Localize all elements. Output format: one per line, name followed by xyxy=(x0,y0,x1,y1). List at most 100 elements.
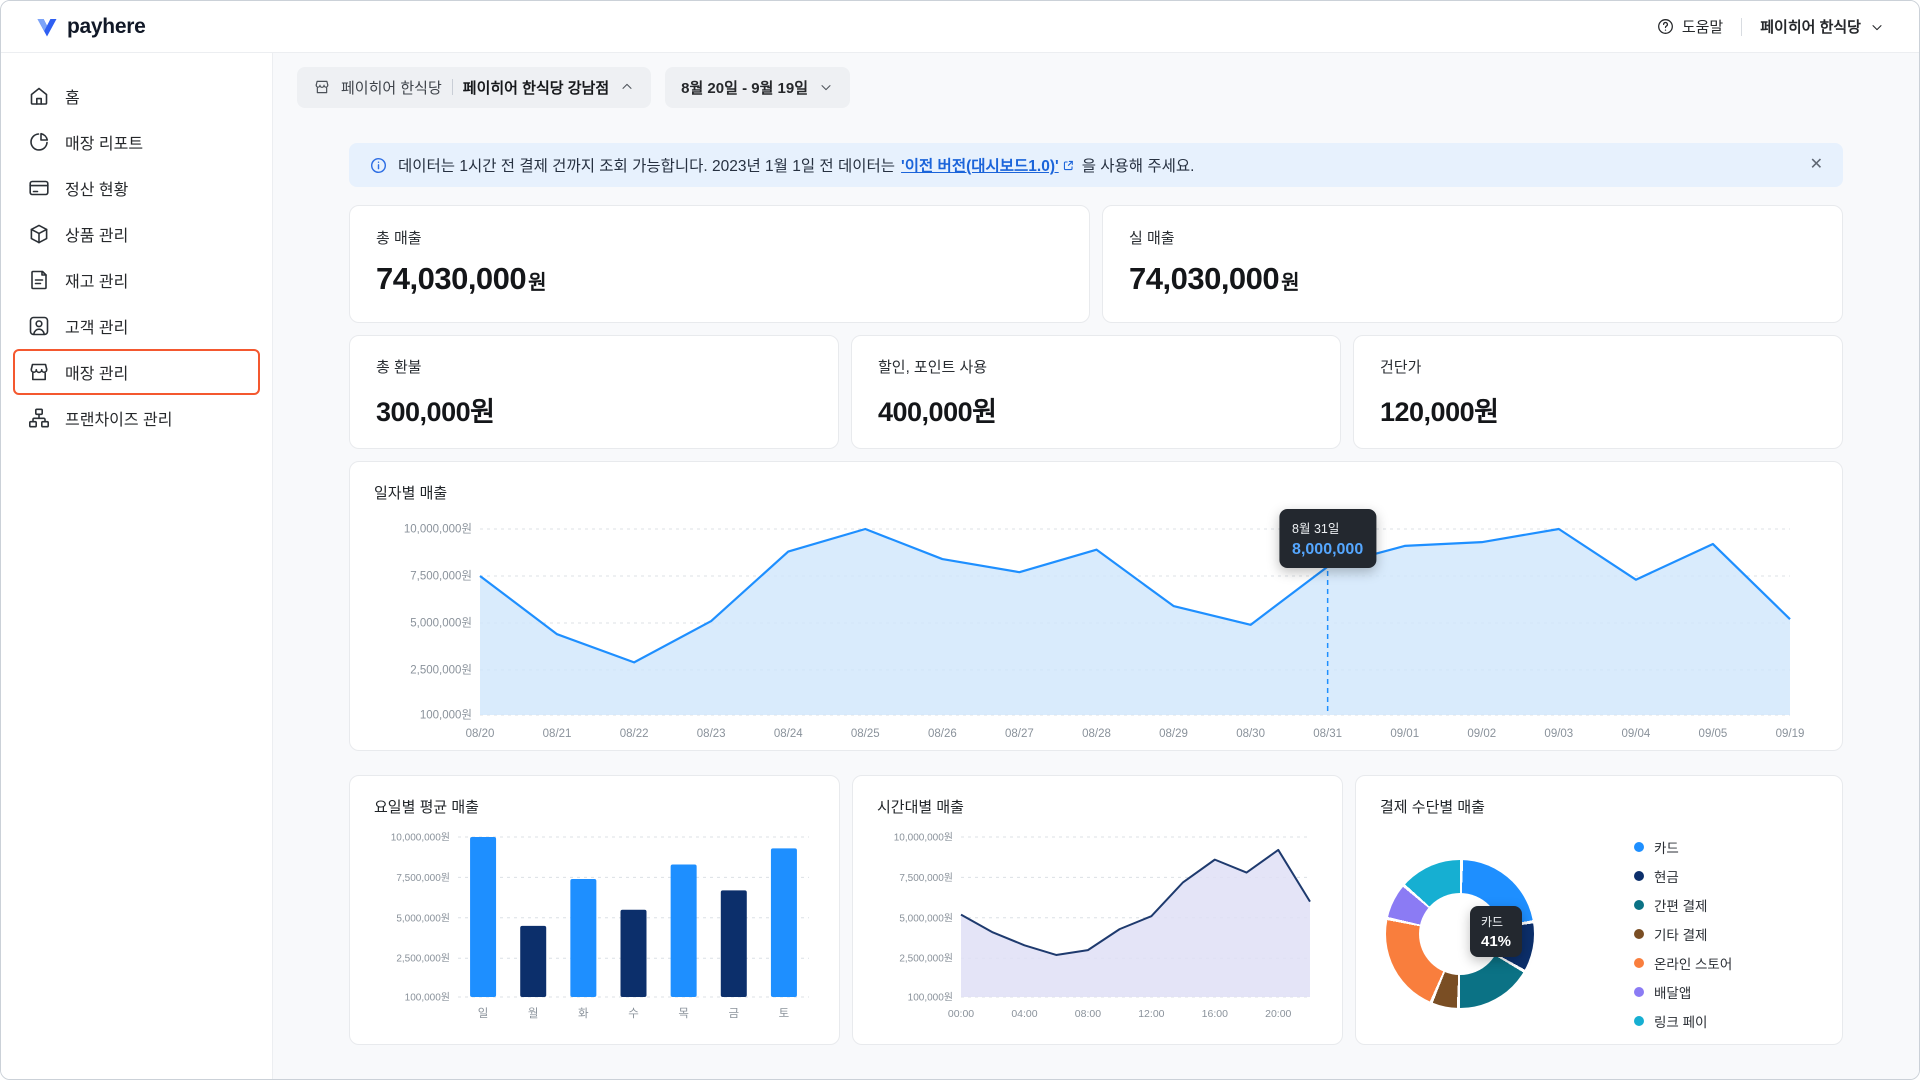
stat-label: 총 환불 xyxy=(376,356,812,377)
payment-method-title: 결제 수단별 매출 xyxy=(1380,796,1818,817)
svg-text:08/28: 08/28 xyxy=(1082,728,1111,740)
date-range-selector[interactable]: 8월 20일 - 9월 19일 xyxy=(665,67,850,108)
svg-text:00:00: 00:00 xyxy=(948,1008,974,1020)
payment-method-card: 결제 수단별 매출 카드 41% 카드현금간편 결제기타 결제온라인 스토어배 xyxy=(1355,775,1843,1045)
help-button[interactable]: 도움말 xyxy=(1656,16,1723,37)
legend-item: 온라인 스토어 xyxy=(1634,953,1732,973)
sidebar-item-inventory-management[interactable]: 재고 관리 xyxy=(13,257,260,303)
sidebar-item-label: 고객 관리 xyxy=(65,314,128,338)
stat-value: 74,030,000원 xyxy=(1129,261,1816,297)
svg-text:7,500,000원: 7,500,000원 xyxy=(396,872,450,884)
chevron-down-icon xyxy=(818,79,834,95)
help-label: 도움말 xyxy=(1682,16,1723,37)
legend-item: 링크 페이 xyxy=(1634,1011,1732,1031)
sidebar-item-home[interactable]: 홈 xyxy=(13,73,260,119)
dashboard-content: 데이터는 1시간 전 결제 건까지 조회 가능합니다. 2023년 1월 1일 … xyxy=(349,143,1843,1045)
legend-item: 배달앱 xyxy=(1634,982,1732,1002)
home-icon xyxy=(27,84,51,108)
legend-label: 카드 xyxy=(1654,837,1679,857)
header-divider xyxy=(1741,18,1742,36)
svg-text:08:00: 08:00 xyxy=(1075,1008,1101,1020)
document-icon xyxy=(27,268,51,292)
app-header: payhere 도움말 페이히어 한식당 xyxy=(1,1,1919,53)
sidebar-item-label: 매장 리포트 xyxy=(65,130,143,154)
legend-label: 온라인 스토어 xyxy=(1654,953,1732,973)
stat-card-avg-ticket: 건단가 120,000원 xyxy=(1353,335,1843,449)
sidebar-item-label: 정산 현황 xyxy=(65,176,128,200)
svg-text:2,500,000원: 2,500,000원 xyxy=(899,953,953,965)
svg-text:20:00: 20:00 xyxy=(1265,1008,1291,1020)
svg-text:5,000,000원: 5,000,000원 xyxy=(899,912,953,924)
payment-donut-chart[interactable]: 카드 41% xyxy=(1386,860,1534,1008)
sidebar-item-settlement[interactable]: 정산 현황 xyxy=(13,165,260,211)
legend-label: 기타 결제 xyxy=(1654,924,1707,944)
svg-text:12:00: 12:00 xyxy=(1138,1008,1164,1020)
sidebar: 홈 매장 리포트 정산 현황 상품 관리 xyxy=(1,53,273,1079)
legend-label: 간편 결제 xyxy=(1654,895,1707,915)
stat-value: 400,000원 xyxy=(878,390,1314,429)
svg-text:2,500,000원: 2,500,000원 xyxy=(410,662,472,676)
account-menu[interactable]: 페이히어 한식당 xyxy=(1760,16,1885,37)
store-selector[interactable]: 페이히어 한식당 페이히어 한식당 강남점 xyxy=(297,67,651,108)
daily-sales-plot: 100,000원2,500,000원5,000,000원7,500,000원10… xyxy=(374,513,1818,745)
legend-label: 링크 페이 xyxy=(1654,1011,1707,1031)
legend-item: 간편 결제 xyxy=(1634,895,1732,915)
svg-text:5,000,000원: 5,000,000원 xyxy=(410,615,472,629)
sidebar-item-store-report[interactable]: 매장 리포트 xyxy=(13,119,260,165)
weekday-sales-chart[interactable]: 100,000원2,500,000원5,000,000원7,500,000원10… xyxy=(374,825,815,1025)
svg-text:08/23: 08/23 xyxy=(697,728,726,740)
legend-dot xyxy=(1634,929,1644,939)
svg-text:09/19: 09/19 xyxy=(1776,728,1805,740)
storefront-icon xyxy=(27,360,51,384)
svg-text:10,000,000원: 10,000,000원 xyxy=(404,522,472,536)
pie-chart-icon xyxy=(27,130,51,154)
weekday-sales-title: 요일별 평균 매출 xyxy=(374,796,815,817)
hourly-sales-card: 시간대별 매출 100,000원 2,500,000원 5,000,000원 7,50… xyxy=(852,775,1343,1045)
svg-text:08/25: 08/25 xyxy=(851,728,880,740)
chart-tooltip: 8월 31일 8,000,000 xyxy=(1279,509,1376,568)
svg-text:화: 화 xyxy=(578,1007,589,1020)
stat-label: 실 매출 xyxy=(1129,227,1816,248)
svg-text:04:00: 04:00 xyxy=(1011,1008,1037,1020)
app-window: payhere 도움말 페이히어 한식당 xyxy=(0,0,1920,1080)
card-icon xyxy=(27,176,51,200)
svg-text:7,500,000원: 7,500,000원 xyxy=(899,872,953,884)
sidebar-item-franchise-management[interactable]: 프랜차이즈 관리 xyxy=(13,395,260,441)
banner-text-after: 을 사용해 주세요. xyxy=(1082,154,1195,176)
hourly-sales-title: 시간대별 매출 xyxy=(877,796,1318,817)
stat-label: 건단가 xyxy=(1380,356,1816,377)
banner-close-button[interactable]: ✕ xyxy=(1810,157,1823,173)
store-branch-label: 페이히어 한식당 강남점 xyxy=(463,77,609,98)
svg-text:10,000,000원: 10,000,000원 xyxy=(894,832,953,844)
sidebar-item-customer-management[interactable]: 고객 관리 xyxy=(13,303,260,349)
stat-value: 300,000원 xyxy=(376,390,812,429)
sidebar-item-label: 홈 xyxy=(65,84,80,108)
legend-item: 카드 xyxy=(1634,837,1732,857)
logo-text: payhere xyxy=(67,15,145,39)
svg-text:08/31: 08/31 xyxy=(1313,728,1342,740)
payhere-logo[interactable]: payhere xyxy=(35,15,145,39)
legacy-dashboard-link[interactable]: '이전 버전(대시보드1.0)' xyxy=(901,154,1075,176)
sidebar-item-product-management[interactable]: 상품 관리 xyxy=(13,211,260,257)
daily-sales-card: 일자별 매출 100,000원2,500,000원5,000,000원7,500… xyxy=(349,461,1843,751)
sidebar-item-label: 매장 관리 xyxy=(65,360,128,384)
daily-sales-title: 일자별 매출 xyxy=(374,482,1818,503)
weekday-sales-card: 요일별 평균 매출 100,000원2,500,000원5,000,000원7,… xyxy=(349,775,840,1045)
legend-dot xyxy=(1634,842,1644,852)
chevron-up-icon xyxy=(619,79,635,95)
main-toolbar: 페이히어 한식당 페이히어 한식당 강남점 8월 20일 - 9월 19일 xyxy=(273,53,1919,117)
daily-sales-chart[interactable]: 100,000원2,500,000원5,000,000원7,500,000원10… xyxy=(374,513,1818,750)
stat-card-total-refunds: 총 환불 300,000원 xyxy=(349,335,839,449)
donut-tooltip: 카드 41% xyxy=(1470,906,1522,957)
org-chart-icon xyxy=(27,406,51,430)
hourly-sales-chart[interactable]: 100,000원 2,500,000원 5,000,000원 7,500,000원 10… xyxy=(877,825,1318,1025)
svg-text:08/21: 08/21 xyxy=(543,728,572,740)
svg-text:100,000원: 100,000원 xyxy=(908,992,953,1004)
chevron-down-icon xyxy=(1869,19,1885,35)
legend-dot xyxy=(1634,900,1644,910)
svg-text:100,000원: 100,000원 xyxy=(405,992,450,1004)
stat-card-net-sales: 실 매출 74,030,000원 xyxy=(1102,205,1843,323)
svg-text:09/01: 09/01 xyxy=(1390,728,1419,740)
stat-value: 74,030,000원 xyxy=(376,261,1063,297)
sidebar-item-store-management[interactable]: 매장 관리 xyxy=(13,349,260,395)
